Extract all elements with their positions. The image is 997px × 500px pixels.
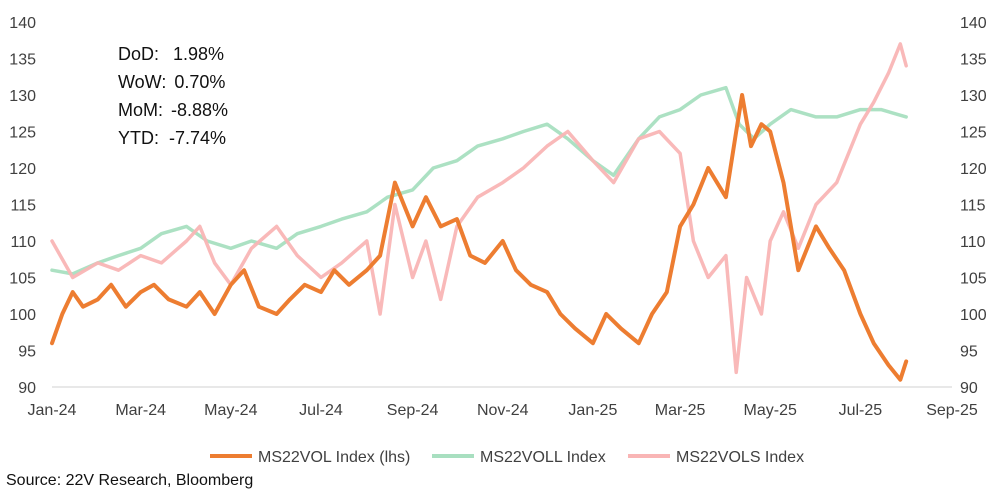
y-left-tick-label: 90 bbox=[18, 380, 36, 397]
y-right-tick-label: 120 bbox=[960, 161, 987, 178]
x-tick-label: Mar-25 bbox=[655, 402, 706, 419]
y-left-tick-label: 135 bbox=[9, 52, 36, 69]
y-right-tick-label: 90 bbox=[960, 380, 978, 397]
stat-label: YTD: bbox=[118, 128, 160, 148]
stat-mom: MoM: -8.88% bbox=[118, 96, 228, 124]
x-tick-label: May-24 bbox=[204, 402, 257, 419]
stat-wow: WoW: 0.70% bbox=[118, 68, 228, 96]
y-right-tick-label: 140 bbox=[960, 15, 987, 32]
y-left-tick-label: 115 bbox=[10, 198, 36, 215]
x-tick-label: Sep-25 bbox=[926, 402, 978, 419]
stat-ytd: YTD: -7.74% bbox=[118, 124, 228, 152]
series-line-ms22voll-index bbox=[50, 85, 908, 276]
legend-label: MS22VOLS Index bbox=[676, 449, 804, 466]
change-stats-box: DoD: 1.98% WoW: 0.70% MoM: -8.88% YTD: -… bbox=[118, 40, 228, 152]
y-left-tick-label: 100 bbox=[9, 307, 36, 324]
stat-label: WoW: bbox=[118, 72, 167, 92]
y-right-tick-label: 130 bbox=[960, 88, 987, 105]
y-right-tick-label: 115 bbox=[960, 198, 986, 215]
series-line-ms22vol-index-lhs bbox=[50, 93, 909, 382]
y-right-tick-label: 125 bbox=[960, 125, 987, 142]
stat-value: -8.88% bbox=[171, 100, 229, 120]
x-tick-label: May-25 bbox=[744, 402, 797, 419]
stat-value: 1.98% bbox=[173, 44, 225, 64]
y-left-tick-label: 130 bbox=[9, 88, 36, 105]
y-right-tick-label: 95 bbox=[960, 344, 978, 361]
y-right-tick-label: 105 bbox=[960, 271, 987, 288]
source-note: Source: 22V Research, Bloomberg bbox=[6, 472, 254, 489]
x-tick-label: Nov-24 bbox=[477, 402, 529, 419]
y-left-tick-label: 125 bbox=[9, 125, 36, 142]
stat-value: 0.70% bbox=[174, 72, 226, 92]
y-right-tick-label: 110 bbox=[960, 234, 986, 251]
y-left-tick-label: 95 bbox=[18, 344, 36, 361]
legend-label: MS22VOLL Index bbox=[480, 449, 606, 466]
x-tick-label: Jan-25 bbox=[568, 402, 617, 419]
series-line-ms22vols-index bbox=[50, 42, 908, 375]
x-tick-label: Sep-24 bbox=[387, 402, 439, 419]
x-tick-label: Jul-25 bbox=[839, 402, 883, 419]
x-tick-label: Jan-24 bbox=[28, 402, 77, 419]
y-left-tick-label: 120 bbox=[9, 161, 36, 178]
stat-label: MoM: bbox=[118, 100, 163, 120]
stat-dod: DoD: 1.98% bbox=[118, 40, 228, 68]
legend-label: MS22VOL Index (lhs) bbox=[258, 449, 410, 466]
x-tick-label: Mar-24 bbox=[115, 402, 166, 419]
y-left-tick-label: 110 bbox=[10, 234, 36, 251]
y-left-tick-label: 105 bbox=[9, 271, 36, 288]
y-right-tick-label: 100 bbox=[960, 307, 987, 324]
x-tick-label: Jul-24 bbox=[299, 402, 343, 419]
y-left-tick-label: 140 bbox=[9, 15, 36, 32]
y-right-tick-label: 135 bbox=[960, 52, 987, 69]
stat-value: -7.74% bbox=[169, 128, 227, 148]
stat-label: DoD: bbox=[118, 44, 160, 64]
